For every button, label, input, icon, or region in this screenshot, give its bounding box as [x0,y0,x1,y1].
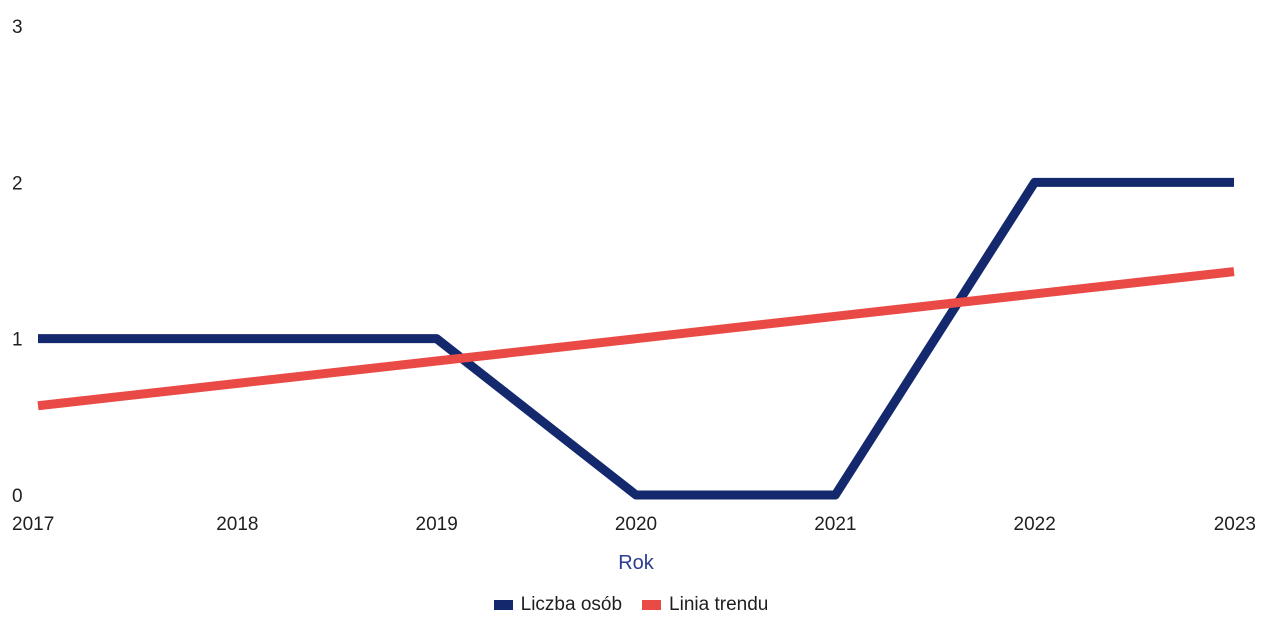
legend-item-series-1: Liczba osób [493,594,623,616]
x-axis-title: Rok [618,552,655,574]
x-tick-label: 2018 [216,514,258,535]
y-tick-label: 0 [12,486,23,507]
legend-label-series-1: Liczba osób [520,594,623,615]
legend: Liczba osób Linia trendu [0,594,1262,616]
line-chart: 0 1 2 3 2017 2018 2019 2020 2021 2022 2023 Rok [12,17,1256,574]
legend-swatch-series-2 [642,600,662,610]
x-tick-label: 2023 [1214,514,1256,535]
x-axis-ticks: 2017 2018 2019 2020 2021 2022 2023 [12,514,1256,535]
x-tick-label: 2022 [1014,514,1056,535]
x-tick-label: 2021 [814,514,856,535]
series-line-2 [37,267,1235,411]
y-axis-ticks: 0 1 2 3 [12,17,23,507]
x-tick-label: 2019 [416,514,458,535]
legend-item-series-2: Linia trendu [642,594,768,616]
y-tick-label: 3 [12,17,23,38]
legend-label-series-2: Linia trendu [669,594,769,615]
x-tick-label: 2020 [615,514,657,535]
series-lines [37,177,1235,500]
y-tick-label: 1 [12,330,23,351]
x-tick-label: 2017 [12,514,54,535]
legend-swatch-series-1 [493,600,513,610]
y-tick-label: 2 [12,173,23,194]
series-line-1 [38,177,1234,500]
